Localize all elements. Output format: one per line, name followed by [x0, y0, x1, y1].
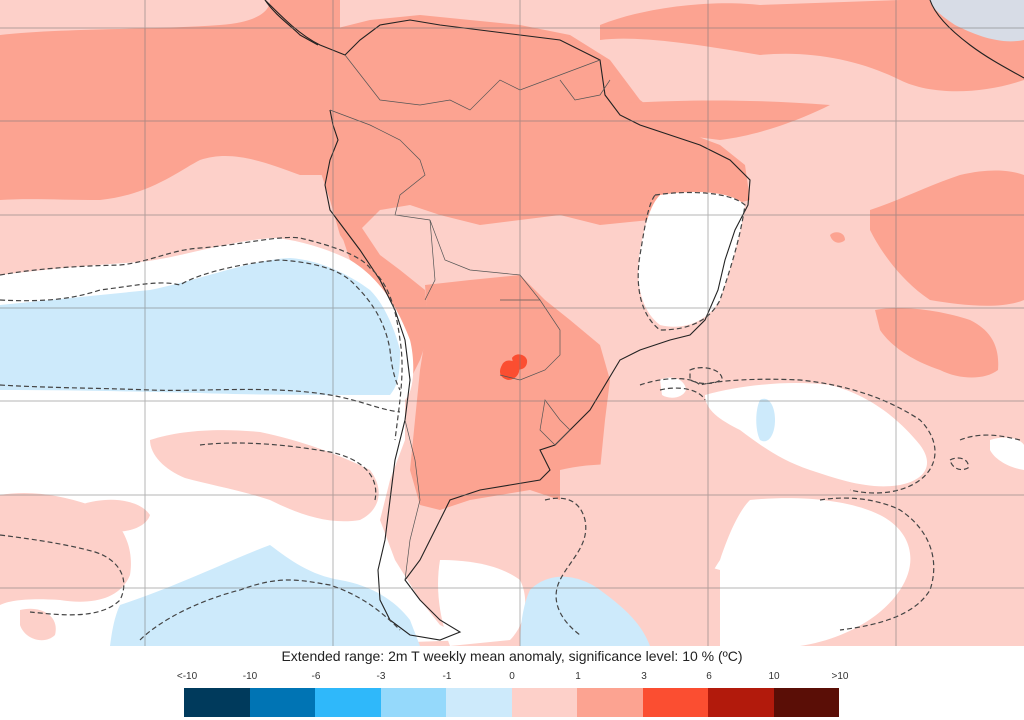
legend-title: Extended range: 2m T weekly mean anomaly…: [281, 648, 743, 664]
legend-label: >10: [831, 671, 849, 682]
legend-swatch: [446, 688, 512, 717]
color-legend: Extended range: 2m T weekly mean anomaly…: [0, 646, 1024, 720]
anomaly-minus1-to-0-regions: [0, 0, 1024, 646]
legend-label: 10: [768, 671, 780, 682]
legend-label: <-10: [176, 671, 198, 682]
legend-swatch: [511, 688, 577, 717]
legend-color-bar: [184, 688, 839, 717]
anomaly-map: [0, 0, 1024, 646]
legend-label: 3: [641, 671, 647, 682]
legend-swatch: [577, 688, 643, 717]
legend-swatch: [249, 688, 315, 717]
legend-label: -3: [376, 671, 386, 682]
legend-label: -1: [442, 671, 452, 682]
legend-swatch: [708, 688, 774, 717]
legend-swatch: [642, 688, 708, 717]
legend-label: -10: [242, 671, 258, 682]
anomaly-3-to-6-regions: [500, 354, 528, 380]
coastline: [264, 0, 1024, 641]
legend-tick-labels: <-10 -10 -6 -3 -1 0 1 3 6 10 >10: [170, 671, 860, 687]
legend-label: 6: [706, 671, 712, 682]
legend-swatch: [315, 688, 381, 717]
legend-swatch: [184, 688, 250, 717]
anomaly-0-to-1-patches: [0, 430, 720, 646]
legend-swatch: [380, 688, 446, 717]
legend-label: 1: [575, 671, 581, 682]
legend-swatch: [773, 688, 839, 717]
lat-lon-grid: [0, 0, 1024, 646]
significance-contours: [0, 191, 1021, 641]
legend-label: -6: [311, 671, 321, 682]
legend-label: 0: [509, 671, 515, 682]
